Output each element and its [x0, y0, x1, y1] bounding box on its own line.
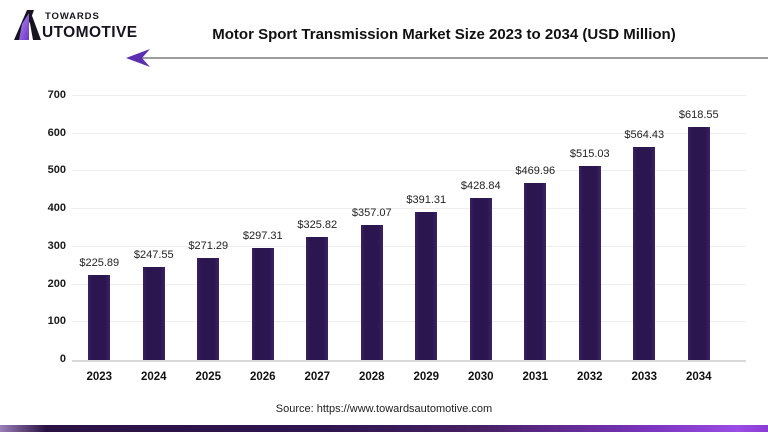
x-axis-tick-label: 2033 — [631, 371, 658, 383]
logo: TOWARDS UTOMOTIVE — [14, 10, 137, 40]
gridline — [72, 283, 746, 285]
x-axis-tick-label: 2028 — [358, 371, 385, 383]
gridline — [72, 132, 746, 134]
bar-column: $325.82 — [290, 98, 345, 360]
bar — [469, 198, 492, 360]
bar — [306, 237, 329, 360]
bar — [578, 165, 601, 360]
bar-data-label: $271.29 — [188, 239, 229, 252]
divider-arrow — [126, 49, 768, 67]
bar-column: $469.96 — [508, 98, 563, 360]
x-axis-tick-label: 2025 — [195, 371, 222, 383]
bar-data-label: $428.84 — [460, 180, 501, 193]
x-axis-tick-label: 2034 — [685, 371, 712, 383]
left-arrowhead-icon — [126, 49, 150, 72]
bar-column: $515.03 — [563, 98, 618, 360]
y-axis-tick-label: 0 — [59, 353, 66, 365]
bar-column: $271.29 — [181, 98, 236, 360]
bar-column: $564.43 — [617, 98, 672, 360]
bar-column: $225.89 — [72, 98, 127, 360]
logo-word-automotive: UTOMOTIVE — [42, 23, 138, 41]
x-axis-tick-label: 2023 — [86, 371, 113, 383]
bar-column: $357.07 — [345, 98, 400, 360]
logo-word-towards: TOWARDS — [45, 11, 100, 22]
bar-data-label: $564.43 — [624, 129, 665, 142]
bar-data-label: $325.82 — [297, 219, 338, 232]
bar-data-label: $515.03 — [569, 147, 610, 160]
gridline — [72, 95, 746, 96]
bar — [88, 274, 111, 360]
bar-chart: 0 100 200 300 400 500 600 700 $225.89 $247.55 $271… — [30, 90, 746, 383]
divider-line — [140, 57, 768, 59]
bar — [360, 225, 383, 360]
gridline — [72, 321, 746, 323]
bar-data-label: $247.55 — [133, 248, 174, 261]
bar-data-label: $225.89 — [79, 256, 120, 269]
x-axis-tick-label: 2029 — [413, 371, 440, 383]
x-axis-tick-label: 2024 — [140, 371, 167, 383]
gridline — [72, 208, 746, 210]
chart-title: Motor Sport Transmission Market Size 202… — [212, 26, 676, 43]
bar-data-label: $391.31 — [406, 194, 447, 207]
bar — [197, 257, 220, 360]
gridline — [72, 245, 746, 247]
bar — [524, 182, 547, 360]
bar — [415, 212, 438, 360]
logo-a-icon — [14, 10, 41, 40]
y-axis-tick-label: 400 — [47, 202, 66, 215]
x-axis-tick-label: 2027 — [304, 371, 331, 383]
y-axis-tick-label: 600 — [47, 126, 66, 139]
bottom-gradient-bar — [0, 425, 768, 432]
x-axis-tick-label: 2030 — [467, 371, 494, 383]
bars-row: $225.89 $247.55 $271.29 $297.31 $325.82 $357.… — [72, 98, 746, 360]
bar-column: $297.31 — [236, 98, 291, 360]
y-axis-tick-label: 100 — [47, 315, 66, 328]
bar-column: $618.55 — [672, 98, 727, 360]
y-axis-tick-label: 300 — [47, 239, 66, 252]
y-axis-tick-label: 200 — [47, 277, 66, 290]
y-axis-tick-label: 500 — [47, 164, 66, 177]
bar-data-label: $297.31 — [242, 229, 283, 242]
bar — [633, 147, 656, 360]
bar — [687, 126, 710, 360]
logo-text: TOWARDS UTOMOTIVE — [42, 12, 137, 40]
bar — [142, 266, 165, 360]
bar-column: $391.31 — [399, 98, 454, 360]
bar-data-label: $469.96 — [515, 164, 556, 177]
bar-column: $428.84 — [454, 98, 509, 360]
x-axis-tick-label: 2026 — [249, 371, 276, 383]
x-axis-tick-label: 2031 — [522, 371, 549, 383]
gridline — [72, 170, 746, 172]
y-axis-tick-label: 700 — [47, 89, 66, 101]
bar-data-label: $357.07 — [351, 207, 392, 220]
bar-data-label: $618.55 — [678, 108, 719, 121]
bar — [251, 247, 274, 360]
bar-column: $247.55 — [127, 98, 182, 360]
x-axis-tick-label: 2032 — [576, 371, 603, 383]
x-axis-labels: 2023 2024 2025 2026 2027 2028 2029 2030 2031 2032… — [72, 371, 746, 383]
source-note: Source: https://www.towardsautomotive.co… — [275, 403, 493, 415]
plot-area: 0 100 200 300 400 500 600 700 $225.89 $247.55 $271… — [48, 90, 746, 365]
